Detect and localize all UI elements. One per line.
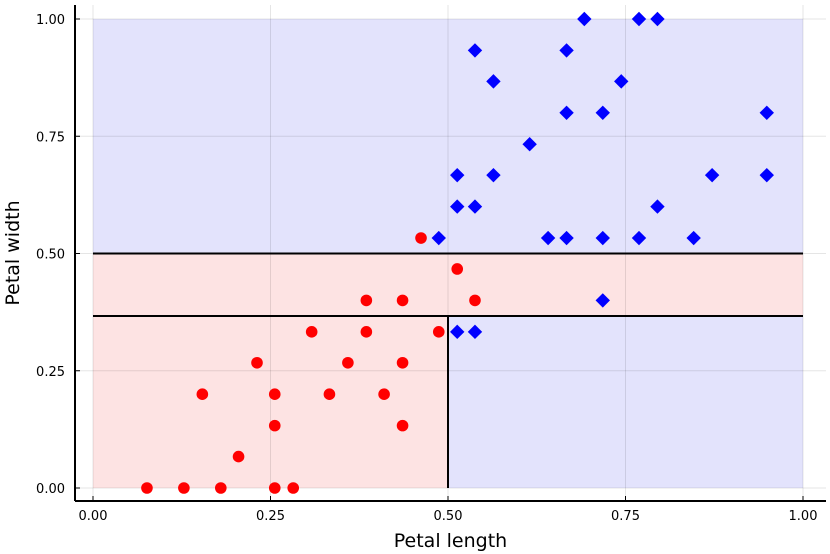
blue-diamond-point [486, 167, 501, 183]
red-circle-point [251, 356, 263, 369]
red-circle-point [305, 326, 318, 338]
blue-diamond-point [595, 293, 610, 308]
blue-diamond-point [559, 230, 574, 246]
region-0 [93, 19, 803, 254]
red-circle-point [178, 482, 190, 494]
x-tick-label: 1.00 [789, 509, 818, 524]
blue-diamond-point [522, 137, 537, 152]
y-tick-label: 0.50 [36, 248, 65, 263]
blue-diamond-point [650, 199, 665, 214]
red-circle-point [215, 482, 227, 494]
tick-labels: 0.00 0.25 0.50 0.75 1.00 0.00 0.25 0.50 0.75 1.00 [36, 13, 817, 524]
blue-diamond-point [631, 230, 647, 246]
red-circle-point [378, 388, 390, 401]
data-points [141, 11, 774, 494]
blue-diamond-point [631, 11, 647, 27]
blue-diamond-point [577, 11, 592, 27]
x-tick-label: 0.50 [434, 509, 463, 524]
red-circle-point [342, 356, 354, 369]
x-tick-label: 0.00 [79, 509, 108, 524]
red-circle-point [196, 388, 209, 401]
blue-diamond-point [759, 105, 774, 120]
y-tick-label: 1.00 [36, 13, 65, 28]
blue-diamond-point [650, 11, 665, 27]
red-circle-point [396, 419, 409, 432]
y-axis-label: Petal width [2, 200, 24, 305]
blue-diamond-point [759, 167, 774, 183]
red-circle-point [268, 388, 281, 401]
y-tick-label: 0.25 [36, 365, 65, 380]
red-circle-point [360, 294, 373, 307]
blue-diamond-point [467, 324, 483, 340]
blue-diamond-point [486, 74, 501, 89]
blue-diamond-point [559, 105, 574, 120]
decision-boundaries [93, 252, 803, 488]
blue-diamond-point [595, 105, 610, 120]
x-tick-label: 0.75 [611, 509, 640, 524]
red-circle-point [469, 294, 481, 307]
blue-diamond-point [704, 167, 720, 183]
blue-diamond-point [450, 199, 465, 214]
red-circle-point [323, 388, 336, 401]
region-2 [93, 253, 803, 317]
region-1 [448, 316, 803, 488]
red-circle-point [451, 263, 464, 275]
decision-regions [93, 19, 803, 488]
red-circle-point [396, 294, 409, 307]
x-axis-label: Petal length [394, 530, 507, 552]
region-3 [93, 316, 448, 488]
red-circle-point [287, 482, 300, 494]
red-circle-point [360, 326, 373, 338]
red-circle-point [268, 419, 281, 432]
axes [74, 5, 826, 502]
blue-diamond-point [450, 167, 465, 183]
blue-diamond-point [467, 43, 483, 58]
blue-diamond-point [559, 43, 574, 58]
blue-diamond-point [614, 74, 629, 89]
blue-diamond-point [540, 230, 556, 246]
x-tick-label: 0.25 [256, 509, 285, 524]
y-tick-label: 0.00 [36, 482, 65, 497]
y-tick-label: 0.75 [36, 130, 65, 145]
blue-diamond-point [686, 230, 701, 246]
blue-diamond-point [450, 324, 465, 340]
blue-diamond-point [595, 230, 610, 246]
red-circle-point [232, 450, 245, 463]
red-circle-point [268, 482, 281, 494]
blue-diamond-point [467, 199, 483, 214]
blue-diamond-point [431, 230, 446, 246]
red-circle-point [432, 326, 445, 338]
red-circle-point [396, 356, 409, 369]
red-circle-point [141, 482, 153, 494]
red-circle-point [415, 232, 427, 244]
